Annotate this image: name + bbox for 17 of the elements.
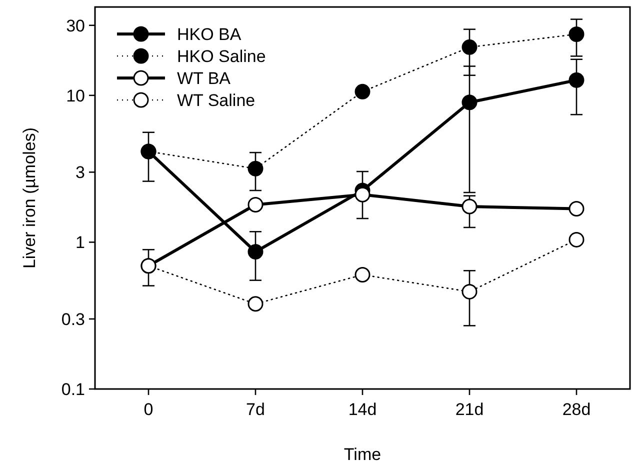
x-tick-label: 14d — [348, 400, 377, 419]
legend-label: WT Saline — [177, 90, 256, 110]
y-tick-label: 3 — [76, 163, 85, 182]
y-tick-label: 1 — [76, 233, 85, 252]
y-tick-label: 30 — [66, 16, 85, 36]
legend-label: WT BA — [177, 68, 232, 88]
x-axis-title: Time — [344, 445, 382, 464]
x-tick-label: 7d — [246, 400, 265, 419]
y-tick-label: 10 — [66, 86, 85, 106]
y-tick-label: 0.1 — [61, 380, 85, 399]
x-tick-label: 28d — [562, 400, 591, 419]
legend-label: HKO BA — [177, 24, 242, 44]
x-tick-label: 21d — [455, 400, 484, 419]
x-tick-label: 0 — [144, 400, 154, 419]
y-tick-label: 0.3 — [61, 310, 85, 329]
y-axis-title: Liver iron (µmoles) — [20, 127, 39, 269]
legend-label: HKO Saline — [177, 46, 266, 66]
